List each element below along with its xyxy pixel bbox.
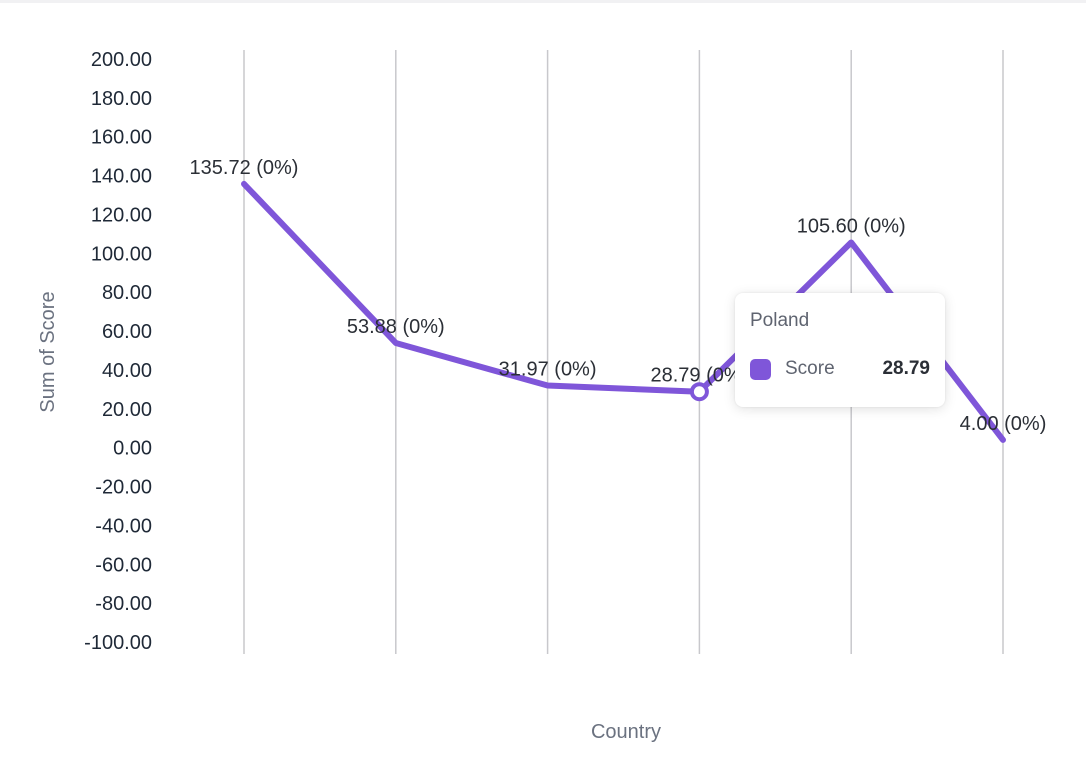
data-label: 28.79 (0%) bbox=[650, 365, 748, 387]
tooltip: Poland Score 28.79 bbox=[735, 293, 945, 407]
y-tick-label: 40.00 bbox=[102, 360, 152, 382]
y-tick-label: 100.00 bbox=[91, 243, 152, 265]
data-label: 4.00 (0%) bbox=[960, 413, 1047, 435]
y-tick-label: 140.00 bbox=[91, 166, 152, 188]
series-line-layer bbox=[241, 180, 1006, 443]
y-tick-label: 180.00 bbox=[91, 88, 152, 110]
x-axis-title: Country bbox=[591, 721, 661, 743]
top-divider bbox=[0, 0, 1086, 3]
tooltip-series-label: Score bbox=[785, 358, 835, 379]
y-tick-label: 80.00 bbox=[102, 282, 152, 304]
y-tick-label: 20.00 bbox=[102, 399, 152, 421]
y-tick-label: 200.00 bbox=[91, 49, 152, 71]
y-tick-label: 60.00 bbox=[102, 321, 152, 343]
y-tick-label: -40.00 bbox=[95, 515, 152, 537]
tooltip-value: 28.79 bbox=[882, 358, 930, 379]
data-label: 31.97 (0%) bbox=[499, 359, 597, 381]
data-label: 105.60 (0%) bbox=[797, 215, 906, 237]
series-line-score bbox=[241, 180, 1006, 443]
y-tick-label: 160.00 bbox=[91, 127, 152, 149]
grid-lines bbox=[243, 50, 1004, 654]
y-tick-label: -80.00 bbox=[95, 593, 152, 615]
y-tick-label: 120.00 bbox=[91, 204, 152, 226]
y-tick-label: -60.00 bbox=[95, 554, 152, 576]
tooltip-row: Score 28.79 bbox=[750, 358, 930, 380]
y-axis-title: Sum of Score bbox=[37, 291, 59, 412]
highlighted-point[interactable] bbox=[689, 382, 709, 402]
data-label: 135.72 (0%) bbox=[190, 157, 299, 179]
y-tick-label: -20.00 bbox=[95, 477, 152, 499]
y-tick-label: -100.00 bbox=[84, 632, 152, 654]
y-axis-ticks: 200.00 180.00 160.00 140.00 120.00 100.00 80.0… bbox=[84, 49, 152, 654]
data-label: 53.88 (0%) bbox=[347, 316, 445, 338]
tooltip-series-swatch bbox=[750, 358, 771, 380]
data-labels: 135.72 (0%) 53.88 (0%) 31.97 (0%) 28.79 (0%… bbox=[190, 157, 1047, 435]
tooltip-title: Poland bbox=[750, 310, 810, 331]
y-tick-label: 0.00 bbox=[113, 438, 152, 460]
